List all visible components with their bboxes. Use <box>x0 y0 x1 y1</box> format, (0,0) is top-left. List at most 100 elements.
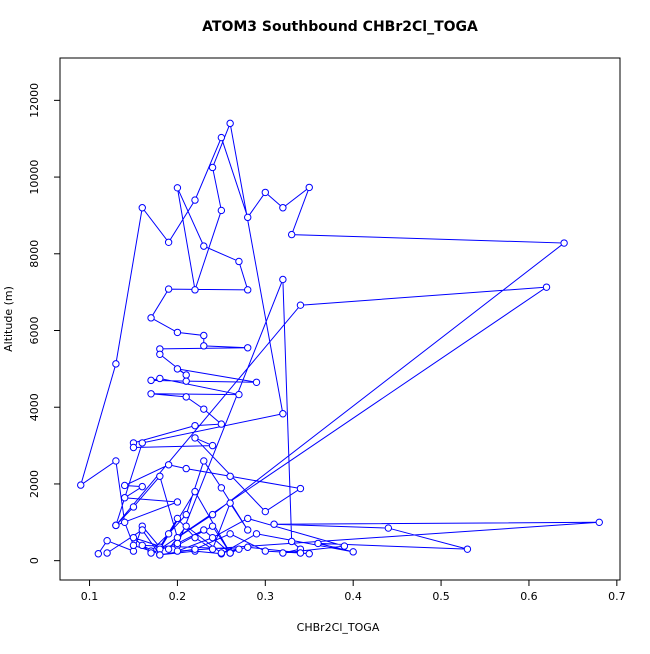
data-point <box>244 526 252 534</box>
data-point <box>340 542 349 550</box>
data-point <box>156 374 164 383</box>
data-point <box>200 331 208 340</box>
x-axis-label: CHBr2Cl_TOGA <box>297 621 380 634</box>
data-point <box>261 507 269 516</box>
data-point <box>296 484 305 493</box>
x-tick-label: 0.4 <box>344 590 362 603</box>
data-point <box>173 514 182 523</box>
data-point <box>217 133 226 142</box>
data-point <box>217 206 226 215</box>
data-point <box>182 377 190 385</box>
x-tick-label: 0.2 <box>169 590 187 603</box>
data-point <box>191 533 199 542</box>
data-point <box>244 344 252 352</box>
data-point <box>542 283 551 291</box>
y-tick-label: 10000 <box>28 160 41 195</box>
data-point <box>182 464 190 473</box>
data-point <box>103 549 111 557</box>
data-point <box>147 314 155 322</box>
data-point <box>182 510 190 519</box>
data-point <box>252 530 261 538</box>
data-point <box>129 541 138 550</box>
data-point <box>164 238 173 246</box>
data-point <box>138 482 146 491</box>
data-point <box>112 457 120 465</box>
data-point <box>235 545 243 553</box>
data-point <box>296 549 305 557</box>
data-point <box>226 530 234 538</box>
data-point <box>208 522 217 530</box>
data-point <box>191 487 199 496</box>
data-point <box>200 526 208 534</box>
data-point <box>244 286 252 294</box>
data-point <box>156 350 164 358</box>
data-point <box>208 441 217 450</box>
data-point <box>120 494 129 502</box>
data-point <box>200 405 208 413</box>
x-tick-label: 0.5 <box>432 590 450 603</box>
data-point <box>103 537 111 545</box>
data-point <box>208 533 217 542</box>
data-point <box>191 434 199 442</box>
data-point <box>270 520 278 528</box>
data-point <box>560 239 568 247</box>
data-point <box>173 539 182 548</box>
data-point <box>147 549 155 557</box>
data-point <box>191 286 199 294</box>
data-point <box>349 548 357 556</box>
data-point <box>173 498 182 506</box>
data-point <box>191 421 199 430</box>
data-point <box>226 549 234 557</box>
data-point <box>226 472 234 480</box>
x-tick-label: 0.7 <box>608 590 626 603</box>
data-point <box>164 545 173 553</box>
data-point <box>279 204 287 212</box>
data-point <box>244 543 252 551</box>
data-point <box>261 547 269 555</box>
data-point <box>77 481 85 489</box>
data-point <box>129 533 138 542</box>
y-tick-label: 4000 <box>28 393 41 421</box>
data-point <box>279 549 287 557</box>
data-point <box>287 537 296 546</box>
data-point <box>208 163 217 172</box>
y-tick-label: 6000 <box>28 317 41 345</box>
x-tick-label: 0.1 <box>81 590 99 603</box>
data-point <box>164 461 173 469</box>
data-point <box>138 541 146 550</box>
data-point <box>191 196 199 204</box>
data-point <box>147 390 155 398</box>
data-point <box>200 342 208 350</box>
data-point <box>252 378 261 386</box>
data-point <box>244 514 252 523</box>
data-point <box>287 230 296 239</box>
y-axis-label: Altitude (m) <box>2 286 15 352</box>
data-point <box>226 119 234 128</box>
data-point <box>182 522 190 530</box>
data-point <box>217 549 226 557</box>
data-point <box>235 390 243 399</box>
data-point <box>182 371 190 379</box>
data-point <box>94 550 103 558</box>
data-point <box>244 213 252 222</box>
data-point <box>173 184 182 192</box>
data-point <box>595 518 603 527</box>
data-point <box>305 550 313 558</box>
data-point <box>138 439 146 447</box>
data-point <box>147 376 155 385</box>
data-point <box>314 539 322 548</box>
data-point <box>182 393 190 401</box>
data-point <box>305 183 313 192</box>
data-point <box>226 499 234 507</box>
chart-title: ATOM3 Southbound CHBr2Cl_TOGA <box>202 19 478 35</box>
y-tick-label: 2000 <box>28 470 41 498</box>
data-point <box>156 472 164 480</box>
data-point <box>279 410 287 418</box>
data-point <box>173 365 182 373</box>
data-point <box>138 526 146 534</box>
data-point <box>173 328 182 337</box>
data-point <box>164 530 173 538</box>
data-point <box>138 204 146 212</box>
data-point <box>129 443 138 452</box>
data-point <box>217 484 226 492</box>
